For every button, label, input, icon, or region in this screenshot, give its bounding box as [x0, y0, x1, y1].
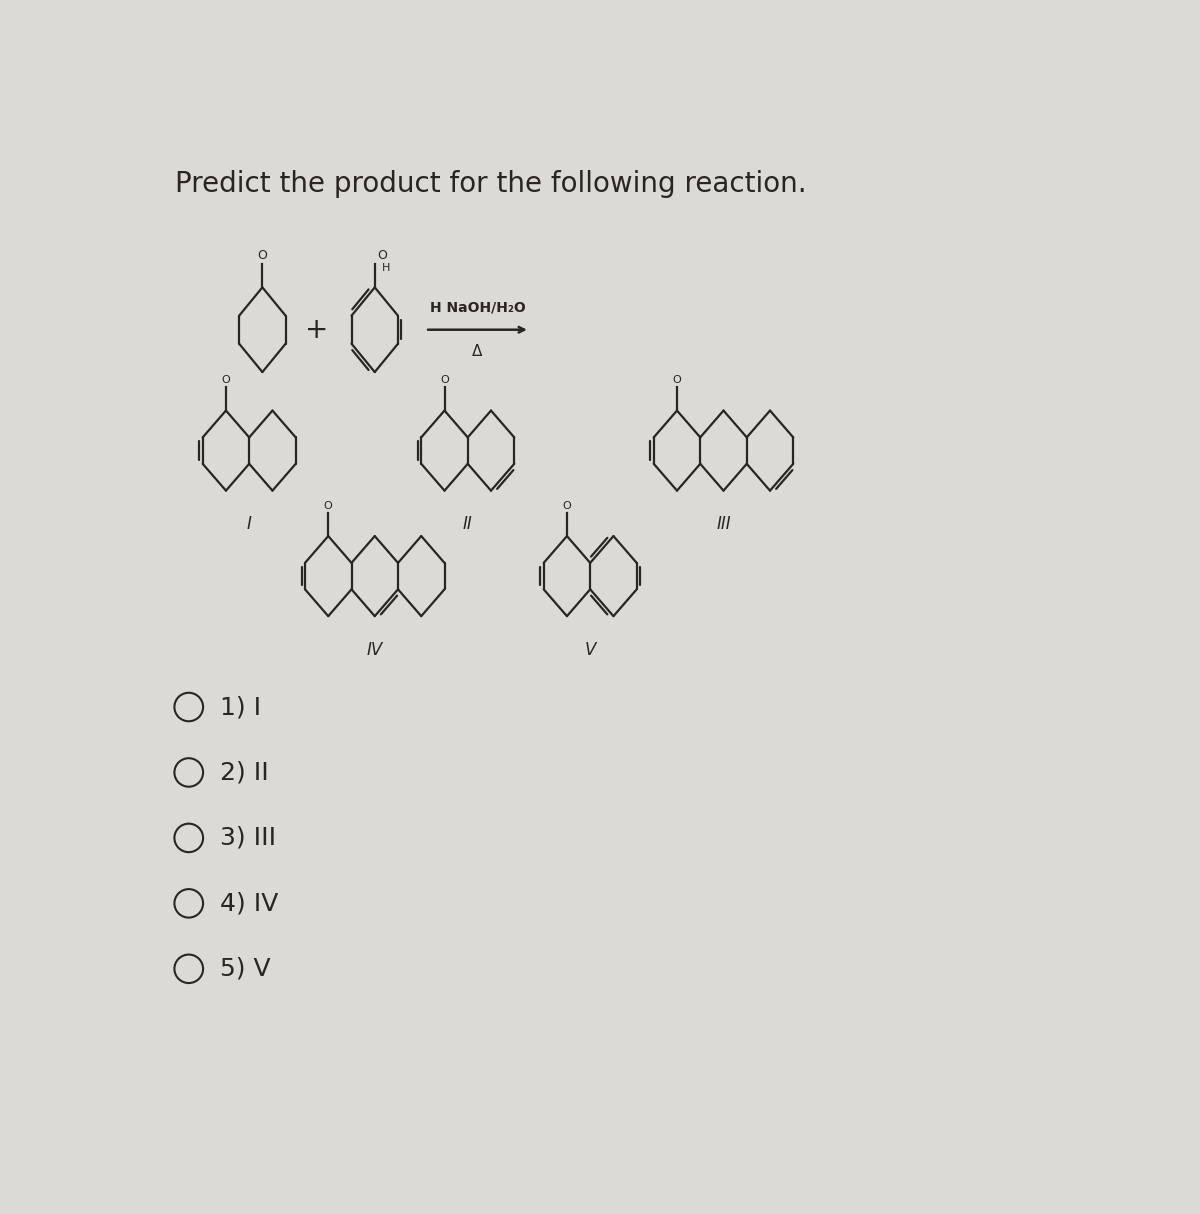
Text: V: V: [584, 641, 596, 659]
Text: O: O: [440, 375, 449, 385]
Text: 4) IV: 4) IV: [220, 891, 278, 915]
Text: O: O: [673, 375, 682, 385]
Text: II: II: [463, 515, 473, 533]
Text: IV: IV: [367, 641, 383, 659]
Text: H: H: [382, 263, 390, 273]
Text: 3) III: 3) III: [220, 826, 276, 850]
Text: Predict the product for the following reaction.: Predict the product for the following re…: [175, 170, 806, 198]
Text: O: O: [258, 249, 268, 262]
Text: 1) I: 1) I: [220, 694, 260, 719]
Text: Δ: Δ: [473, 344, 482, 358]
Text: I: I: [247, 515, 252, 533]
Text: 2) II: 2) II: [220, 760, 269, 784]
Text: O: O: [377, 249, 386, 262]
Text: +: +: [305, 316, 329, 344]
Text: III: III: [716, 515, 731, 533]
Text: O: O: [563, 500, 571, 511]
Text: 5) V: 5) V: [220, 957, 270, 981]
Text: H NaOH/H₂O: H NaOH/H₂O: [430, 300, 526, 314]
Text: O: O: [222, 375, 230, 385]
Text: O: O: [324, 500, 332, 511]
